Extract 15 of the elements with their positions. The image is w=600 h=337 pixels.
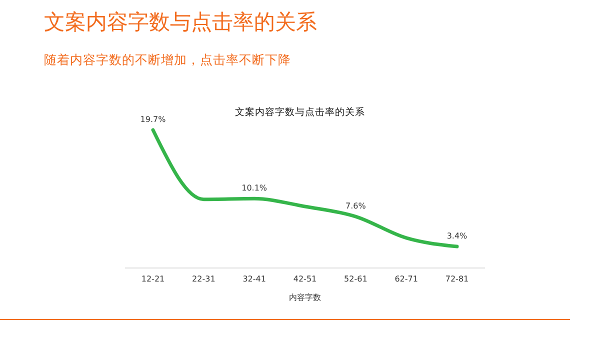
x-tick-label: 72-81: [445, 274, 469, 284]
chart-title: 文案内容字数与点击率的关系: [44, 9, 317, 36]
x-tick-label: 42-51: [293, 274, 317, 284]
data-label: 10.1%: [242, 184, 268, 193]
x-tick-label: 22-31: [192, 274, 216, 284]
chart-subtitle: 随着内容字数的不断增加，点击率不断下降: [44, 52, 291, 69]
data-label: 3.4%: [446, 232, 468, 241]
data-label: 19.7%: [140, 115, 166, 124]
x-tick-label: 32-41: [242, 274, 266, 284]
x-tick-label: 12-21: [141, 274, 165, 284]
x-axis-title: 内容字数: [289, 293, 321, 302]
data-label: 7.6%: [346, 202, 366, 211]
text: 文案内容字数与点击率的关系: [235, 107, 365, 118]
x-tick-label: 62-71: [394, 274, 418, 284]
x-tick-label: 52-61: [344, 274, 368, 284]
